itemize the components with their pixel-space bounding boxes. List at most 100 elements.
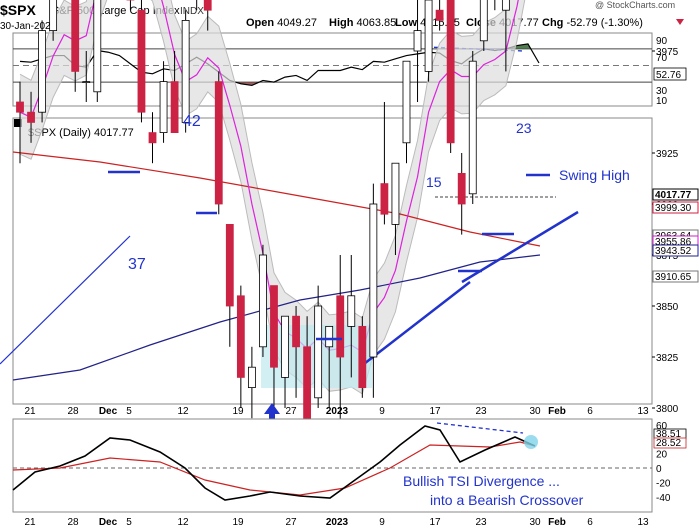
x-axis-label: 23 bbox=[475, 406, 487, 417]
annotation-swing-high: Swing High bbox=[559, 167, 630, 183]
candle-body bbox=[380, 183, 389, 215]
rsi-y-tick: 90 bbox=[656, 36, 668, 47]
candle-body bbox=[38, 30, 46, 113]
ohlc-open: Open 4049.27 bbox=[246, 17, 317, 29]
x-axis-label-bottom: 2023 bbox=[326, 517, 349, 528]
tsi-value-tag-text: 28.52 bbox=[656, 438, 681, 449]
tsi-y-tick: 60 bbox=[656, 421, 668, 432]
rsi-current-value: 52.76 bbox=[656, 70, 681, 81]
price-value-tag-text: 3910.65 bbox=[655, 272, 692, 283]
price-value-tag-text: 3943.52 bbox=[655, 246, 692, 257]
price-value-tag-text: 4017.77 bbox=[655, 190, 692, 201]
watermark: @ StockCharts.com bbox=[595, 0, 675, 10]
tsi-annotation-line1: Bullish TSI Divergence ... bbox=[403, 473, 560, 489]
candle-body bbox=[214, 81, 223, 205]
price-y-tick: 3925 bbox=[656, 149, 679, 160]
ohlc-high: High 4063.85 bbox=[329, 17, 396, 29]
candle-body bbox=[347, 295, 356, 327]
tsi-y-tick: 0 bbox=[656, 464, 662, 475]
x-axis-label: 28 bbox=[67, 406, 79, 417]
x-axis-label-bottom: 28 bbox=[67, 517, 79, 528]
candle-body bbox=[270, 285, 278, 368]
x-axis-label-bottom: 27 bbox=[285, 517, 297, 528]
rsi-y-tick: 70 bbox=[656, 53, 668, 64]
candle-body bbox=[479, 0, 488, 42]
annotation-42: 42 bbox=[183, 113, 201, 130]
x-axis-label: 5 bbox=[126, 406, 132, 417]
x-axis-label-bottom: 23 bbox=[475, 517, 487, 528]
candle-body bbox=[402, 60, 411, 144]
tsi-y-tick: -40 bbox=[656, 493, 671, 504]
candle-body bbox=[468, 60, 477, 195]
down-arrow-icon bbox=[676, 19, 684, 25]
chart-date: 30-Jan-2023 bbox=[0, 21, 57, 32]
x-axis-label: 9 bbox=[379, 406, 385, 417]
tsi-y-tick: 20 bbox=[656, 450, 668, 461]
candle-body bbox=[292, 315, 300, 348]
candle-body bbox=[358, 325, 367, 388]
trendline-support-1 bbox=[359, 281, 471, 368]
symbol: $SPX bbox=[0, 2, 36, 18]
ohlc-chg: Chg -52.79 (-1.30%) bbox=[542, 17, 643, 29]
x-axis-label: 21 bbox=[24, 406, 36, 417]
price-value-tag-text: 3999.30 bbox=[655, 203, 692, 214]
rsi-panel-frame bbox=[12, 32, 653, 107]
tsi-divergence-line bbox=[436, 422, 524, 434]
x-axis-label-bottom: 6 bbox=[587, 517, 593, 528]
x-axis-label: 2023 bbox=[326, 406, 349, 417]
x-axis-label-bottom: 12 bbox=[177, 517, 189, 528]
rsi-value-tag bbox=[653, 67, 687, 81]
price-y-tick: 3850 bbox=[656, 302, 679, 313]
x-axis-label-bottom: 5 bbox=[126, 517, 132, 528]
candle-body bbox=[247, 366, 256, 389]
price-y-tick: 3800 bbox=[656, 404, 679, 415]
x-axis-label-bottom: 19 bbox=[232, 517, 244, 528]
price-y-tick: 3825 bbox=[656, 353, 679, 364]
candle-body bbox=[281, 315, 289, 378]
candle-body bbox=[259, 254, 267, 348]
rsi-y-tick: 10 bbox=[656, 96, 668, 107]
x-axis-label-bottom: Feb bbox=[548, 517, 566, 528]
tsi-annotation-line2: into a Bearish Crossover bbox=[430, 492, 584, 508]
annotation-37: 37 bbox=[128, 256, 146, 273]
candle-body bbox=[82, 81, 91, 83]
legend-marker bbox=[14, 119, 22, 127]
up-arrow-icon bbox=[264, 403, 280, 421]
candle-body bbox=[336, 295, 345, 358]
candle-body bbox=[16, 101, 24, 113]
candle-body bbox=[148, 132, 157, 144]
price-value-tag-text: 3955.86 bbox=[655, 237, 692, 248]
x-axis-label: 6 bbox=[587, 406, 593, 417]
candle-body bbox=[71, 0, 80, 72]
x-axis-label: 27 bbox=[285, 406, 297, 417]
candle-body bbox=[369, 203, 378, 358]
price-value-tag bbox=[652, 201, 699, 214]
candle-body bbox=[413, 30, 422, 52]
candle-body bbox=[457, 172, 466, 205]
candle-body bbox=[225, 223, 234, 307]
price-value-tag bbox=[652, 270, 699, 283]
candle-body bbox=[446, 0, 455, 144]
candle-body bbox=[501, 0, 510, 11]
candle-body bbox=[203, 0, 212, 11]
ma200-line bbox=[12, 254, 541, 381]
rsi-y-tick: 30 bbox=[656, 86, 668, 97]
candle-body bbox=[325, 325, 334, 348]
annotation-23: 23 bbox=[516, 120, 532, 136]
x-axis-label: Dec bbox=[99, 406, 118, 417]
tsi-value-tag bbox=[653, 437, 687, 449]
tsi-line bbox=[12, 425, 536, 501]
x-axis-label: 19 bbox=[232, 406, 244, 417]
bollinger-band bbox=[20, 0, 525, 394]
annotation-15: 15 bbox=[426, 174, 442, 190]
price-y-tick: 3975 bbox=[656, 47, 679, 58]
candle-body bbox=[159, 81, 168, 133]
candle-body bbox=[314, 305, 323, 399]
candle-body bbox=[93, 0, 102, 93]
x-axis-label: 13 bbox=[637, 406, 649, 417]
x-axis-label-bottom: 17 bbox=[429, 517, 441, 528]
price-value-tag bbox=[652, 188, 699, 201]
tsi-signal-line bbox=[12, 441, 536, 496]
ma50-line bbox=[12, 151, 541, 247]
